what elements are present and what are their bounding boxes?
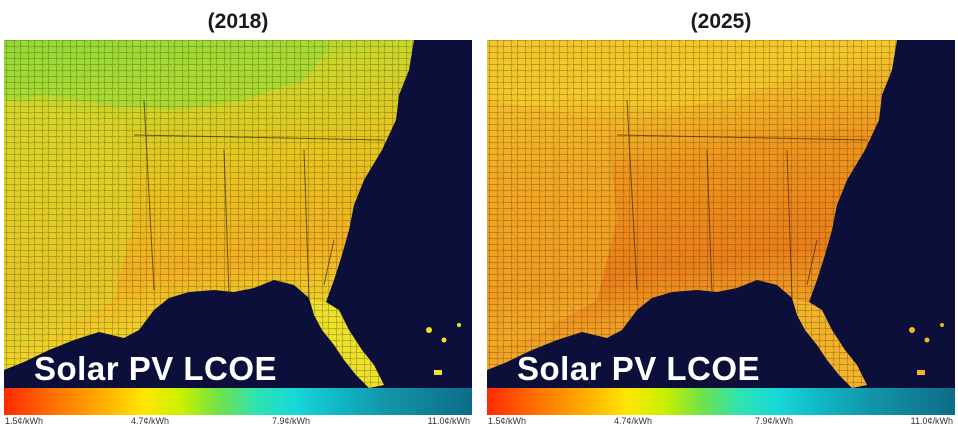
color-scale-ticks: 1.5¢/kWh 4.7¢/kWh 7.9¢/kWh 11.0¢/kWh [4,416,472,430]
southeast-us-map [487,40,944,388]
scale-tick: 1.5¢/kWh [5,416,44,426]
color-scale-ticks: 1.5¢/kWh 4.7¢/kWh 7.9¢/kWh 11.0¢/kWh [487,416,955,430]
scale-tick: 7.9¢/kWh [755,416,794,426]
map-frame: Solar PV LCOE [487,40,955,388]
map-panel-2025: (2025) [487,0,955,441]
map-label: Solar PV LCOE [34,350,278,387]
scale-tick: 1.5¢/kWh [488,416,527,426]
scale-tick: 11.0¢/kWh [427,416,470,426]
panel-title: (2025) [690,10,752,33]
color-scale-bar [4,388,472,415]
map-frame: Solar PV LCOE [4,40,472,388]
scale-tick: 4.7¢/kWh [131,416,170,426]
scale-tick: 4.7¢/kWh [614,416,653,426]
map-panel-2018: (2018) [4,0,472,441]
color-scale-bar [487,388,955,415]
panel-title: (2018) [207,10,269,33]
scale-tick: 11.0¢/kWh [910,416,953,426]
map-label: Solar PV LCOE [517,350,761,387]
southeast-us-map [4,40,461,388]
scale-tick: 7.9¢/kWh [272,416,311,426]
